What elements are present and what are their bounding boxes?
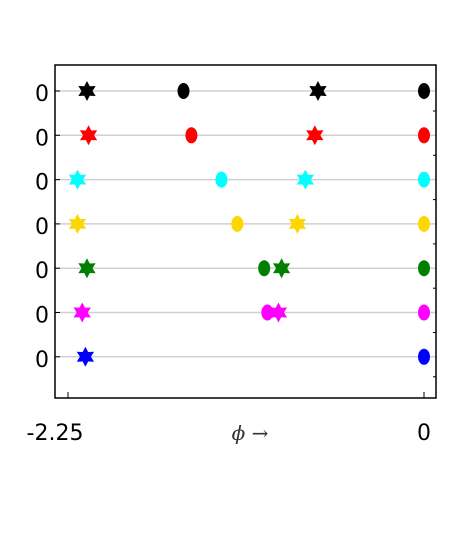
plot-frame <box>54 64 437 399</box>
y-tick-label: 0 <box>35 348 49 373</box>
axis-ticks <box>55 90 436 398</box>
star-point <box>68 213 87 234</box>
grid-lines <box>55 90 436 358</box>
circle-point <box>418 171 430 188</box>
star-point <box>309 81 327 101</box>
circle-point <box>231 215 244 232</box>
star-point <box>78 258 96 279</box>
y-tick-label: 0 <box>35 215 49 240</box>
star-point <box>269 302 288 323</box>
star-point <box>296 169 314 190</box>
star-point <box>79 125 98 146</box>
star-point <box>288 213 307 234</box>
data-marks <box>68 81 430 367</box>
circle-point <box>418 260 430 277</box>
circle-point <box>418 127 430 144</box>
star-point <box>272 258 291 279</box>
y-tick-label: 0 <box>35 171 49 196</box>
star-point <box>78 81 96 101</box>
y-tick-labels: 0 0 0 0 0 0 0 <box>35 82 49 373</box>
circle-point <box>258 260 271 277</box>
y-tick-label: 0 <box>35 82 49 107</box>
x-tick-label-min: -2.25 <box>27 421 84 446</box>
circle-point <box>418 304 430 321</box>
x-tick-label-max: 0 <box>417 421 431 446</box>
circle-point <box>418 348 430 365</box>
star-point <box>68 169 87 190</box>
circle-point <box>418 215 430 232</box>
circle-point <box>177 83 190 99</box>
circle-point <box>185 127 198 144</box>
y-tick-label: 0 <box>35 259 49 284</box>
y-tick-label: 0 <box>35 304 49 329</box>
circle-point <box>418 83 430 99</box>
y-tick-label: 0 <box>35 126 49 151</box>
x-axis-label: ϕ → <box>232 421 269 445</box>
star-point <box>306 125 324 146</box>
circle-point <box>261 304 274 321</box>
circle-point <box>215 171 228 188</box>
star-point <box>73 302 91 323</box>
star-point <box>76 346 95 367</box>
